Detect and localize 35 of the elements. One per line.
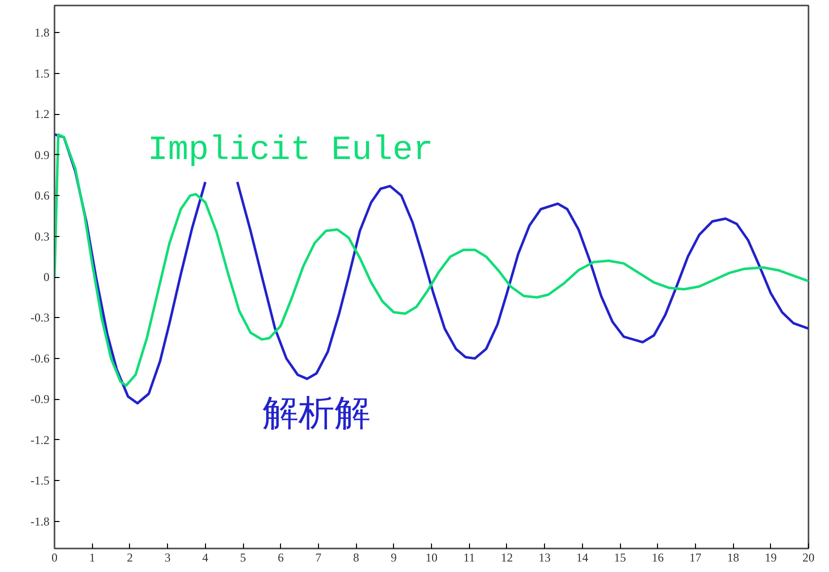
- x-tick-label: 18: [727, 550, 740, 564]
- y-tick-label: 0.9: [34, 148, 50, 162]
- x-tick-label: 10: [426, 550, 438, 564]
- y-tick-label: 0: [44, 270, 50, 284]
- x-tick-label: 9: [390, 550, 397, 564]
- y-tick-label: 0.3: [34, 229, 50, 244]
- y-tick-label: 1.2: [34, 107, 50, 122]
- y-tick-label: -1.2: [30, 432, 50, 447]
- x-tick-label: 19: [764, 550, 777, 564]
- y-tick-label: -0.3: [30, 310, 50, 325]
- x-tick-label: 17: [689, 550, 702, 564]
- y-tick-label: -0.6: [30, 351, 50, 366]
- x-tick-label: 2: [126, 550, 133, 564]
- x-tick-label: 8: [353, 550, 360, 564]
- y-tick-label: -1.5: [30, 474, 50, 488]
- y-tick-label: 1.8: [34, 26, 50, 40]
- x-tick-label: 13: [538, 550, 551, 564]
- y-tick-label: -0.9: [30, 392, 50, 406]
- x-tick-label: 14: [576, 550, 588, 564]
- x-tick-label: 16: [652, 550, 664, 564]
- x-tick-label: 12: [500, 550, 513, 564]
- x-tick-label: 3: [164, 550, 171, 564]
- x-tick-label: 1: [89, 550, 96, 564]
- x-tick-label: 5: [240, 550, 246, 564]
- x-tick-label: 6: [278, 550, 284, 564]
- y-tick-label: 1.5: [34, 66, 50, 80]
- y-tick-label: -1.8: [30, 514, 50, 528]
- x-tick-label: 4: [202, 550, 208, 564]
- series-label: Implicit Euler: [148, 132, 434, 170]
- x-tick-label: 11: [463, 550, 475, 564]
- series-label: 解析解: [262, 392, 371, 434]
- x-tick-label: 20: [802, 550, 814, 564]
- x-tick-label: 7: [315, 550, 322, 564]
- y-tick-label: 0.6: [34, 188, 50, 203]
- x-tick-label: 15: [614, 550, 626, 564]
